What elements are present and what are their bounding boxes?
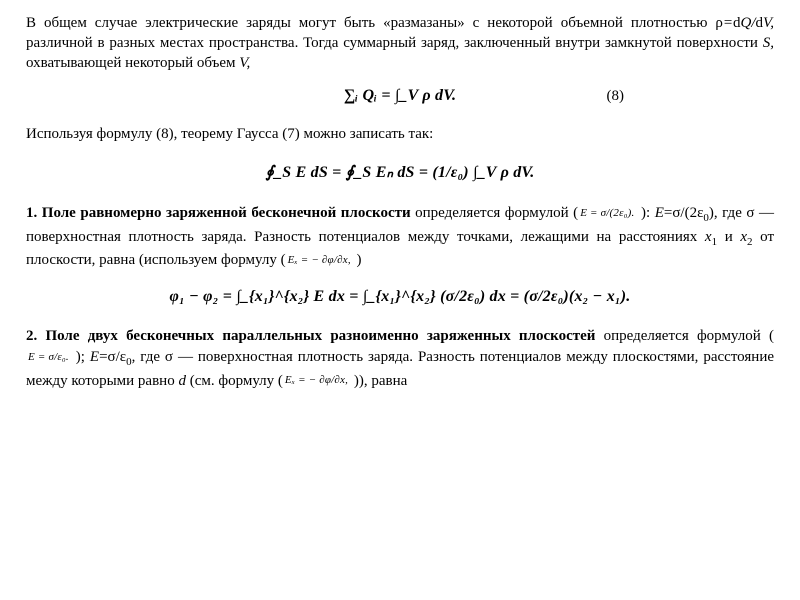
section-2-close: )), равна bbox=[350, 373, 407, 389]
section-1-close: ) bbox=[353, 252, 362, 268]
intro-paragraph: В общем случае электрические заряды могу… bbox=[26, 14, 774, 73]
equation-gauss: ∮_S E dS = ∮_S Eₙ dS = (1/ε₀) ∫_V ρ dV. bbox=[266, 162, 535, 182]
equation-phi-row: φ₁ − φ₂ = ∫_{x₁}^{x₂} E dx = ∫_{x₁}^{x₂}… bbox=[26, 280, 774, 314]
equation-8-row: ∑ᵢ Qᵢ = ∫_V ρ dV. (8) bbox=[26, 79, 774, 113]
section-2-text-b: ); bbox=[71, 349, 90, 365]
page-root: В общем случае электрические заряды могу… bbox=[0, 0, 800, 406]
section-1-and: и bbox=[717, 229, 740, 245]
section-1-text-a: определяется формулой ( bbox=[411, 205, 579, 221]
bridge-line: Используя формулу (8), теорему Гаусса (7… bbox=[26, 125, 774, 145]
section-2-inline-eq-1: E = σ/ε₀. bbox=[28, 350, 69, 366]
section-1-text-c: =σ/(2ε bbox=[664, 205, 704, 221]
section-1-inline-eq-2: Eₓ = − ∂φ/∂x, bbox=[288, 253, 351, 269]
section-1: 1. Поле равномерно заряженной бесконечно… bbox=[26, 203, 774, 272]
equation-gauss-row: ∮_S E dS = ∮_S Eₙ dS = (1/ε₀) ∫_V ρ dV. bbox=[26, 155, 774, 189]
section-1-text-b: ): bbox=[636, 205, 654, 221]
section-2-inline-eq-2: Eₓ = − ∂φ/∂x, bbox=[285, 373, 348, 389]
equation-8: ∑ᵢ Qᵢ = ∫_V ρ dV. bbox=[344, 87, 457, 105]
x1: x bbox=[705, 229, 712, 245]
equation-phi: φ₁ − φ₂ = ∫_{x₁}^{x₂} E dx = ∫_{x₁}^{x₂}… bbox=[170, 288, 631, 306]
equation-8-number: (8) bbox=[607, 88, 625, 105]
section-1-inline-eq-1: E = σ/(2ε₀). bbox=[580, 206, 634, 222]
section-2-title: 2. Поле двух бесконечных параллельных ра… bbox=[26, 328, 595, 344]
section-2-text-c: =σ/ε bbox=[99, 349, 126, 365]
section-1-title: 1. Поле равномерно заряженной бесконечно… bbox=[26, 205, 411, 221]
section-2-after-d: (см. формулу ( bbox=[186, 373, 283, 389]
section-2-text-a: определяется формулой ( bbox=[595, 328, 774, 344]
d-var: d bbox=[178, 373, 186, 389]
section-2: 2. Поле двух бесконечных параллельных ра… bbox=[26, 326, 774, 392]
